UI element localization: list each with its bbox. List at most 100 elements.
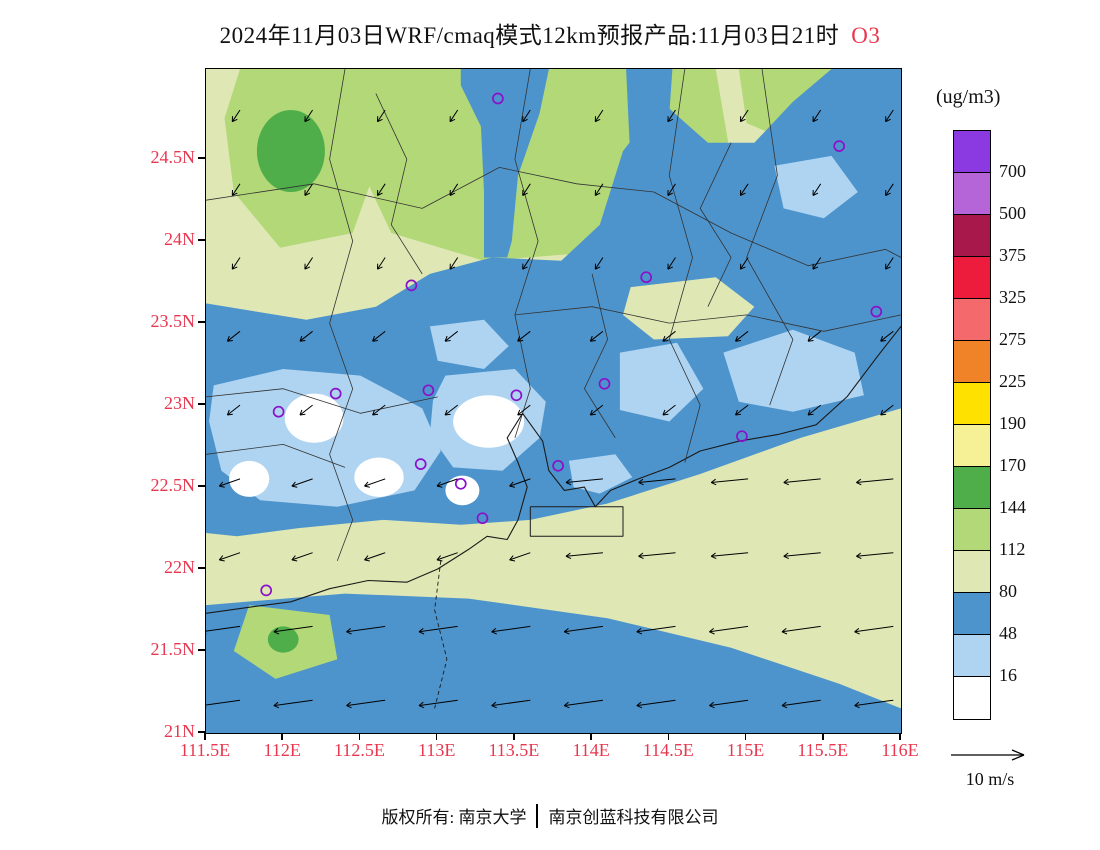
wind-scale-legend: 10 m/s <box>948 744 1032 790</box>
wind-arrow <box>662 404 676 416</box>
colorbar-tick-label: 80 <box>999 581 1017 601</box>
wind-arrow <box>735 404 749 416</box>
wind-arrow <box>594 109 604 123</box>
wind-arrow <box>856 478 894 486</box>
station-marker <box>272 405 285 418</box>
y-tick-mark <box>198 321 205 323</box>
wind-arrow <box>206 699 241 709</box>
wind-arrow <box>226 330 241 342</box>
colorbar-tick-label: 144 <box>999 497 1026 517</box>
x-tick-mark <box>281 733 283 740</box>
wind-arrow <box>522 257 531 270</box>
boundary-domain-box <box>529 506 624 537</box>
boundary-bnd-east-horizontal <box>514 306 901 332</box>
x-tick-label: 112E <box>263 740 301 760</box>
wind-arrow <box>885 109 894 123</box>
boundary-lines <box>206 69 901 709</box>
wind-arrow <box>304 183 314 196</box>
wind-arrow <box>565 478 603 486</box>
region-white-core-1 <box>284 393 344 443</box>
station-marker <box>260 584 273 597</box>
station-marker <box>736 430 748 443</box>
wind-arrow <box>218 552 241 562</box>
region-ne-16-48 <box>774 155 858 219</box>
station-marker <box>552 459 564 472</box>
wind-arrow <box>509 552 531 562</box>
x-tick-label: 114.5E <box>642 740 694 760</box>
wind-arrow <box>444 404 459 416</box>
colorbar-tick-label: 225 <box>999 371 1026 391</box>
wind-arrow <box>885 183 894 196</box>
y-tick-label: 23.5N <box>150 311 196 332</box>
wind-arrow <box>231 183 241 196</box>
wind-arrow <box>739 183 749 196</box>
station-marker <box>640 271 653 284</box>
wind-arrow <box>491 699 531 709</box>
contour-regions <box>206 69 901 733</box>
wind-arrow <box>231 257 241 270</box>
wind-arrow <box>636 625 676 635</box>
boundary-bnd-nw-wiggle <box>375 93 423 275</box>
x-tick-mark <box>204 733 206 740</box>
boundary-bnd-east-vertical <box>668 69 701 463</box>
region-white-core-2 <box>354 457 404 497</box>
footer: 版权所有: 南京大学 南京创蓝科技有限公司 <box>0 803 1100 828</box>
region-white-core-5 <box>229 460 270 497</box>
region-white-core-3 <box>453 395 525 448</box>
wind-arrow <box>880 404 894 416</box>
wind-arrow <box>491 625 531 635</box>
colorbar-segment <box>954 677 990 719</box>
x-tick-mark <box>513 733 515 740</box>
region-east-16-48 <box>723 329 864 412</box>
wind-arrow <box>522 183 531 196</box>
x-tick-mark <box>744 733 747 740</box>
colorbar-tick-label: 375 <box>999 245 1026 265</box>
page-title: 2024年11月03日WRF/cmaq模式12km预报产品:11月03日21时 O… <box>0 16 1100 50</box>
x-tick-label: 115.5E <box>797 740 849 760</box>
boundary-bnd-central-vertical <box>514 69 539 439</box>
wind-arrow <box>291 552 313 562</box>
wind-arrow <box>206 625 241 635</box>
wind-arrow <box>638 478 676 486</box>
colorbar-segment <box>954 551 990 593</box>
wind-arrow <box>364 478 386 488</box>
wind-arrow <box>377 109 386 123</box>
wind-arrow <box>449 183 459 196</box>
wind-arrow <box>444 330 459 342</box>
y-tick-label: 24.5N <box>150 147 196 168</box>
boundary-dashed-line-south <box>434 560 448 709</box>
y-tick-label: 23N <box>164 393 195 414</box>
wind-arrow <box>449 109 459 123</box>
region-east-island-80-112 <box>623 277 755 340</box>
wind-arrow <box>710 478 749 486</box>
x-tick-mark <box>822 733 824 740</box>
wind-arrow <box>812 109 822 123</box>
x-tick-label: 111.5E <box>179 740 231 760</box>
wind-arrow <box>781 625 821 635</box>
boundary-bnd-west-horizontal <box>206 388 438 414</box>
wind-arrow <box>812 257 822 270</box>
wind-arrow <box>418 625 458 635</box>
wind-arrow <box>594 183 604 196</box>
colorbar-segment <box>954 425 990 467</box>
colorbar-segment <box>954 341 990 383</box>
wind-arrow <box>299 330 313 342</box>
colorbar-unit: (ug/m3) <box>936 86 1001 108</box>
colorbar-tick-label: 48 <box>999 623 1017 643</box>
wind-arrow <box>594 257 604 270</box>
wind-arrow <box>377 183 386 196</box>
station-markers <box>260 92 883 597</box>
boundary-bnd-ne-wiggle <box>699 142 732 307</box>
wind-arrow <box>667 257 676 270</box>
colorbar-tick-label: 190 <box>999 413 1026 433</box>
y-tick-label: 22N <box>164 557 195 578</box>
wind-vectors <box>206 109 894 709</box>
y-tick-label: 21N <box>164 721 195 741</box>
x-tick-mark <box>590 733 592 740</box>
colorbar-segment <box>954 635 990 677</box>
wind-arrow <box>735 330 749 342</box>
y-tick-label: 24N <box>164 229 195 250</box>
colorbar-segment <box>954 215 990 257</box>
y-tick-label: 21.5N <box>150 639 196 660</box>
wind-arrow <box>739 109 749 123</box>
